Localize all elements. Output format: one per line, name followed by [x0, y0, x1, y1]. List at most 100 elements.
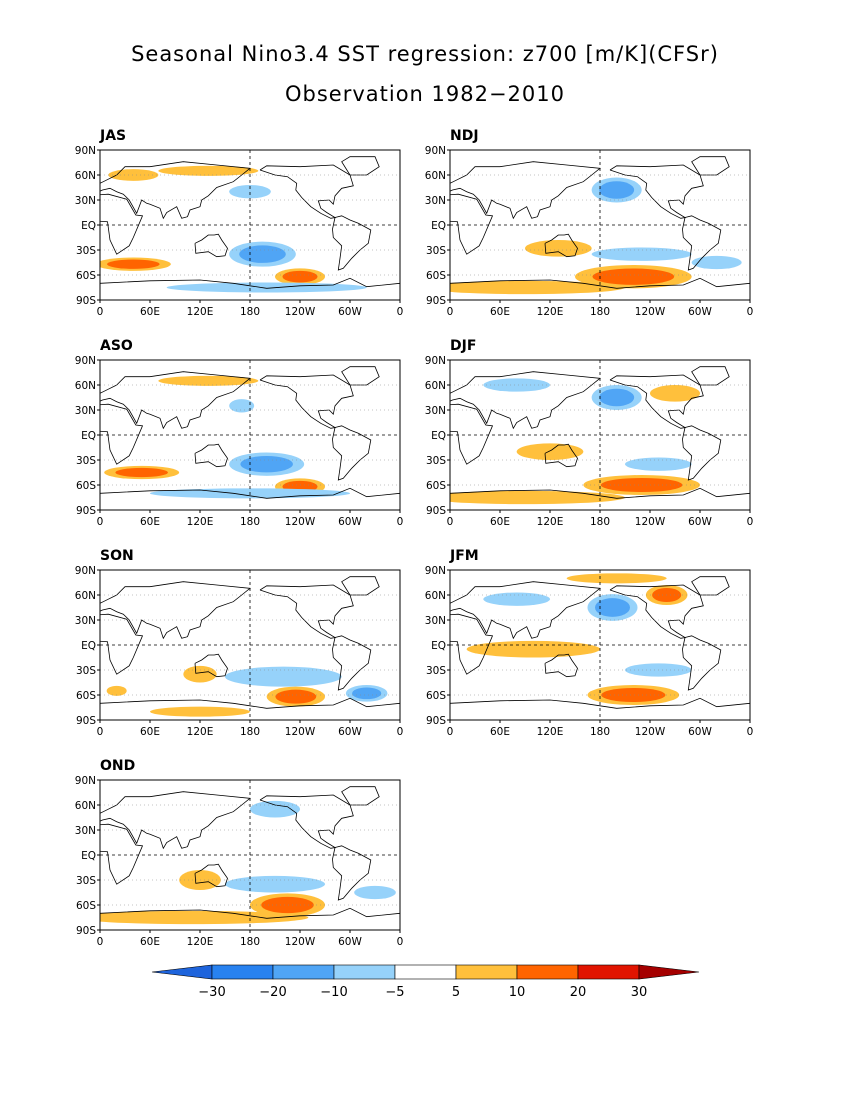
positive-anomaly [275, 689, 317, 704]
lat-tick-label: 60N [75, 380, 96, 392]
lat-tick-label: 30N [75, 195, 96, 207]
lat-tick-label: 60S [426, 690, 446, 702]
coastline-greenland [691, 366, 730, 386]
lat-tick-label: 90S [426, 295, 446, 307]
lat-tick-label: 60S [76, 900, 96, 912]
lat-tick-label: 90S [76, 715, 96, 727]
lat-tick-label: EQ [81, 850, 96, 862]
lat-tick-label: 30S [426, 455, 446, 467]
lon-tick-label: 120E [537, 306, 564, 318]
panel-season-label: ASO [100, 338, 133, 354]
coastline-antarctica [100, 697, 400, 709]
lat-tick-label: 30S [76, 455, 96, 467]
lat-tick-label: 90S [76, 505, 96, 517]
negative-anomaly [354, 885, 396, 900]
lon-tick-label: 60W [688, 306, 712, 318]
lon-tick-label: 120E [187, 936, 214, 948]
lat-tick-label: 30N [75, 825, 96, 837]
lat-tick-label: 60S [426, 480, 446, 492]
coastline-samerica [682, 425, 722, 481]
anomaly-layer [450, 378, 700, 505]
coastline-greenland [341, 156, 380, 176]
panel-season-label: NDJ [450, 128, 479, 144]
coastline-greenland [691, 576, 730, 596]
positive-anomaly [158, 375, 259, 386]
lat-tick-label: 30S [76, 245, 96, 257]
lon-tick-label: 0 [397, 726, 404, 738]
coastline-australia [194, 863, 228, 888]
lon-tick-label: 60W [338, 726, 362, 738]
lat-tick-label: 60N [75, 170, 96, 182]
lon-tick-label: 0 [747, 306, 754, 318]
map-panel-djf: DJF 90N 60N 30N EQ 30S 60S 90S 0 60E 120E 180 120W 60… [410, 338, 754, 538]
lat-tick-label: 30N [425, 405, 446, 417]
lon-tick-label: 120W [285, 306, 316, 318]
lon-tick-label: 120E [537, 726, 564, 738]
map-panel-aso: ASO 90N 60N 30N EQ 30S 60S 90S 0 60E 120E 180 120W 60… [60, 338, 404, 538]
lat-tick-label: 30N [75, 405, 96, 417]
coastline-samerica [682, 635, 722, 691]
anomaly-layer [104, 375, 350, 499]
lat-tick-label: 60N [425, 590, 446, 602]
negative-anomaly [229, 185, 271, 199]
lat-tick-label: 90N [75, 775, 96, 787]
lon-tick-label: 120E [187, 516, 214, 528]
coastline-namerica [259, 794, 354, 849]
lon-tick-label: 120W [635, 516, 666, 528]
positive-anomaly [107, 259, 160, 269]
coastlines [100, 156, 400, 289]
page-subtitle: Observation 1982−2010 [284, 82, 566, 106]
coastline-greenland [341, 786, 380, 806]
lon-tick-label: 60W [338, 936, 362, 948]
colorbar-label: 5 [452, 985, 460, 1000]
negative-anomaly [599, 388, 635, 407]
lon-tick-label: 120W [285, 516, 316, 528]
positive-anomaly [108, 169, 159, 181]
lat-tick-label: 90N [75, 565, 96, 577]
lat-tick-label: 90S [426, 505, 446, 517]
coastline-africa [450, 193, 494, 255]
lon-tick-label: 180 [590, 516, 610, 528]
negative-anomaly [239, 245, 286, 263]
page-title: Seasonal Nino3.4 SST regression: z700 [m… [131, 42, 719, 66]
negative-anomaly [483, 592, 550, 606]
lon-tick-label: 0 [97, 306, 104, 318]
lat-tick-label: 60S [76, 690, 96, 702]
lon-tick-label: 60E [140, 936, 160, 948]
lon-tick-label: 60E [490, 516, 510, 528]
coastline-africa [100, 613, 144, 675]
coastline-eurasia [450, 581, 602, 640]
lat-tick-label: EQ [431, 430, 446, 442]
colorbar-swatch [577, 964, 640, 980]
map-panel-ond: OND 90N 60N 30N EQ 30S 60S 90S 0 60E 120E 180 120W 60… [60, 758, 404, 958]
colorbar-arrow-left [151, 964, 213, 980]
lat-tick-label: 60S [76, 480, 96, 492]
lat-tick-label: 30S [76, 665, 96, 677]
negative-anomaly [229, 399, 255, 413]
positive-anomaly [566, 573, 667, 584]
negative-anomaly [250, 800, 300, 818]
coastline-australia [194, 233, 228, 258]
lon-tick-label: 180 [590, 306, 610, 318]
coastline-samerica [332, 635, 372, 691]
coastline-namerica [609, 164, 704, 219]
coastline-africa [450, 403, 494, 465]
positive-anomaly [450, 490, 625, 505]
coastline-eurasia [450, 161, 602, 220]
lat-tick-label: EQ [81, 220, 96, 232]
positive-anomaly [106, 685, 127, 696]
panel-season-label: OND [100, 758, 136, 774]
lat-tick-label: 90N [425, 145, 446, 157]
positive-anomaly [516, 443, 584, 460]
positive-anomaly [261, 896, 314, 914]
positive-anomaly [650, 385, 700, 402]
panel-season-label: DJF [450, 338, 477, 354]
negative-anomaly [225, 875, 325, 893]
lon-tick-label: 120W [635, 306, 666, 318]
lon-tick-label: 60W [688, 726, 712, 738]
negative-anomaly [691, 255, 742, 270]
positive-anomaly [450, 280, 625, 295]
map-panel-jas: JAS 90N 60N 30N EQ 30S 60S 90S 0 60E 120E 180 120W 60… [60, 128, 404, 328]
lon-tick-label: 0 [397, 516, 404, 528]
